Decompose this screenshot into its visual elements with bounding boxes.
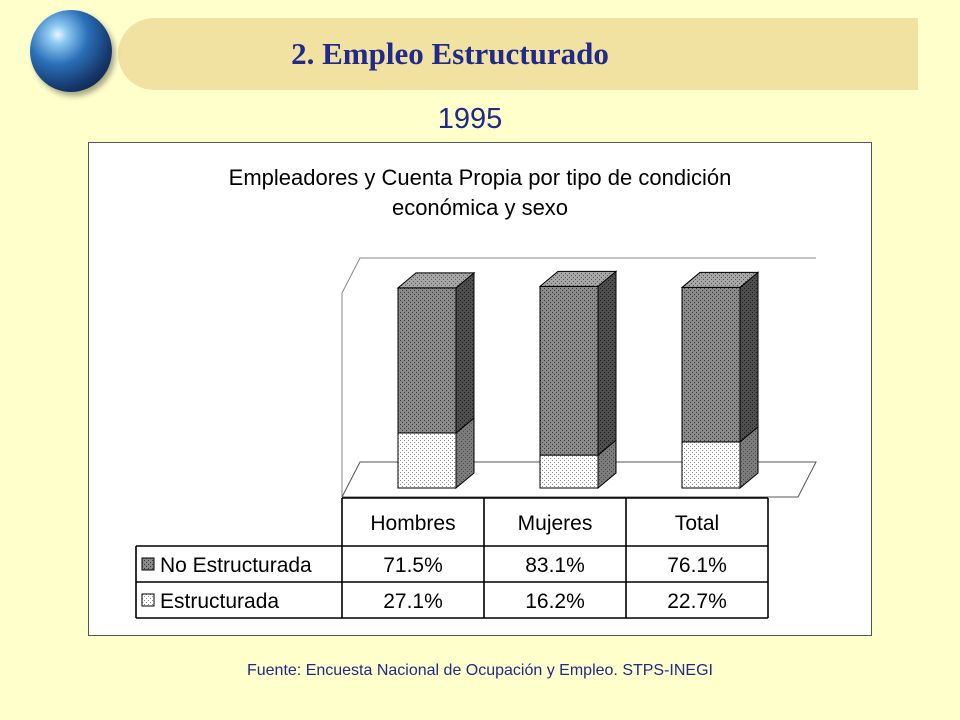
floor-outline	[341, 461, 817, 498]
title-banner	[118, 18, 918, 90]
data-table: Hombres Mujeres Total No Estructurada 71.5% 8…	[135, 497, 769, 619]
slide-title: 2. Empleo Estructurado	[291, 36, 609, 71]
bar-no-estructurada-mujeres	[538, 270, 618, 457]
bar-estructurada-mujeres-front	[539, 454, 599, 489]
category-label-mujeres: Mujeres	[518, 512, 593, 535]
data-label-no-estructurada-mujeres: 83.1%	[525, 554, 585, 577]
legend-label-estructurada: Estructurada	[160, 590, 279, 613]
bar-no-estructurada-total-side	[739, 271, 759, 443]
bar-no-estructurada-total	[680, 271, 760, 443]
bars-group	[396, 270, 760, 490]
data-label-no-estructurada-hombres: 71.5%	[383, 554, 443, 577]
bar-no-estructurada-mujeres-top	[538, 270, 618, 287]
source-note: Fuente: Encuesta Nacional de Ocupación y…	[246, 662, 713, 679]
bar-no-estructurada-hombres	[396, 271, 476, 435]
back-wall-edge	[341, 257, 816, 294]
bar-estructurada-total	[681, 425, 759, 490]
category-label-hombres: Hombres	[370, 512, 455, 535]
data-label-estructurada-total: 22.7%	[667, 590, 727, 613]
bar-no-estructurada-hombres-side	[455, 271, 475, 435]
bar-no-estructurada-hombres-front	[397, 287, 457, 434]
chart-title: Empleadores y Cuenta Propia por tipo de …	[100, 163, 860, 223]
bar-estructurada-hombres-front	[397, 432, 457, 489]
chart-title-line-1: Empleadores y Cuenta Propia por tipo de …	[228, 165, 732, 190]
bar-no-estructurada-mujeres-front	[539, 285, 599, 456]
data-label-estructurada-hombres: 27.1%	[383, 590, 443, 613]
data-label-estructurada-mujeres: 16.2%	[525, 590, 585, 613]
category-label-total: Total	[675, 512, 719, 535]
bar-estructurada-total-front	[681, 441, 741, 489]
bar-estructurada-hombres	[397, 416, 475, 490]
globe-icon	[30, 10, 112, 92]
legend-label-no-estructurada: No Estructurada	[160, 554, 312, 577]
bar-no-estructurada-hombres-top	[396, 272, 476, 289]
data-label-no-estructurada-total: 76.1%	[667, 554, 727, 577]
chart-title-line-2: económica y sexo	[391, 195, 569, 220]
legend-key-no-estructurada	[141, 557, 155, 571]
bar-no-estructurada-total-top	[680, 271, 760, 288]
year-label: 1995	[437, 103, 503, 135]
bar-no-estructurada-total-front	[681, 286, 741, 443]
legend-key-estructurada	[141, 593, 155, 607]
bar-no-estructurada-mujeres-side	[597, 270, 617, 457]
